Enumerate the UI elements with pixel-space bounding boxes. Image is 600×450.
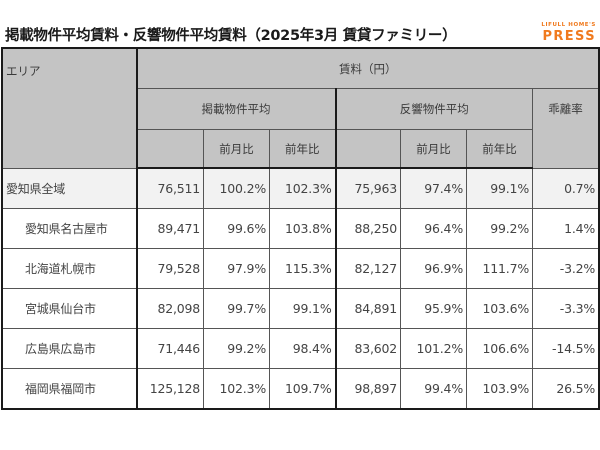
listed-rent-cell: 89,471 — [136, 208, 204, 249]
listed-mom-cell: 100.2% — [203, 167, 270, 209]
header-response-mom: 前月比 — [400, 129, 467, 169]
table-row: 宮城県仙台市 82,098 99.7% 99.1% 84,891 95.9% 1… — [2, 288, 600, 329]
response-yoy-cell: 111.7% — [466, 248, 533, 289]
header-listed-blank — [136, 129, 204, 169]
listed-mom-cell: 97.9% — [203, 248, 270, 289]
listed-mom-cell: 99.6% — [203, 208, 270, 249]
header-response-blank — [334, 129, 401, 169]
listed-rent-cell: 82,098 — [136, 288, 204, 329]
response-mom-cell: 96.9% — [400, 248, 467, 289]
response-rent-cell: 84,891 — [334, 288, 401, 329]
page-title: 掲載物件平均賃料・反響物件平均賃料（2025年3月 賃貸ファミリー） — [5, 28, 457, 44]
listed-yoy-cell: 98.4% — [269, 328, 336, 369]
logo-bottom-text: PRESS — [542, 28, 596, 44]
response-rent-cell: 75,963 — [334, 167, 401, 209]
response-yoy-cell: 106.6% — [466, 328, 533, 369]
listed-yoy-cell: 115.3% — [269, 248, 336, 289]
response-rent-cell: 88,250 — [334, 208, 401, 249]
listed-rent-cell: 125,128 — [136, 368, 204, 409]
kairi-cell: -14.5% — [531, 328, 600, 369]
listed-yoy-cell: 103.8% — [269, 208, 336, 249]
kairi-cell: 26.5% — [531, 368, 600, 409]
header-listed-mom: 前月比 — [203, 129, 270, 169]
area-cell: 広島県広島市 — [2, 328, 138, 369]
kairi-cell: -3.3% — [531, 288, 600, 329]
response-yoy-cell: 103.6% — [466, 288, 533, 329]
header-response-avg: 反響物件平均 — [334, 88, 533, 130]
listed-rent-cell: 71,446 — [136, 328, 204, 369]
header-response-yoy: 前年比 — [466, 129, 533, 169]
response-mom-cell: 99.4% — [400, 368, 467, 409]
listed-mom-cell: 99.7% — [203, 288, 270, 329]
response-yoy-cell: 99.1% — [466, 167, 533, 209]
area-cell: 北海道札幌市 — [2, 248, 138, 289]
listed-rent-cell: 76,511 — [136, 167, 204, 209]
area-cell: 愛知県全域 — [2, 167, 138, 209]
header-kairi: 乖離率 — [531, 88, 600, 169]
table-row: 広島県広島市 71,446 99.2% 98.4% 83,602 101.2% … — [2, 328, 600, 369]
response-yoy-cell: 99.2% — [466, 208, 533, 249]
response-mom-cell: 101.2% — [400, 328, 467, 369]
table-row: 愛知県全域 76,511 100.2% 102.3% 75,963 97.4% … — [2, 167, 600, 209]
logo-top-text: LIFULL HOME'S — [541, 22, 596, 28]
response-yoy-cell: 103.9% — [466, 368, 533, 409]
kairi-cell: 0.7% — [531, 167, 600, 209]
response-rent-cell: 83,602 — [334, 328, 401, 369]
kairi-cell: 1.4% — [531, 208, 600, 249]
response-rent-cell: 98,897 — [334, 368, 401, 409]
response-rent-cell: 82,127 — [334, 248, 401, 289]
response-mom-cell: 97.4% — [400, 167, 467, 209]
response-mom-cell: 95.9% — [400, 288, 467, 329]
header-area: エリア — [2, 48, 138, 169]
area-cell: 宮城県仙台市 — [2, 288, 138, 329]
table-row: 北海道札幌市 79,528 97.9% 115.3% 82,127 96.9% … — [2, 248, 600, 289]
listed-mom-cell: 102.3% — [203, 368, 270, 409]
listed-yoy-cell: 99.1% — [269, 288, 336, 329]
kairi-cell: -3.2% — [531, 248, 600, 289]
listed-yoy-cell: 109.7% — [269, 368, 336, 409]
table-row: 愛知県名古屋市 89,471 99.6% 103.8% 88,250 96.4%… — [2, 208, 600, 249]
header-listed-yoy: 前年比 — [269, 129, 336, 169]
rent-table: エリア 賃料（円） 掲載物件平均 反響物件平均 乖離率 前月比 前年比 前月比 … — [0, 47, 600, 410]
response-mom-cell: 96.4% — [400, 208, 467, 249]
lifull-homes-press-logo: LIFULL HOME'S PRESS — [541, 22, 596, 44]
listed-yoy-cell: 102.3% — [269, 167, 336, 209]
area-cell: 愛知県名古屋市 — [2, 208, 138, 249]
listed-rent-cell: 79,528 — [136, 248, 204, 289]
listed-mom-cell: 99.2% — [203, 328, 270, 369]
header-rent: 賃料（円） — [135, 48, 600, 89]
area-cell: 福岡県福岡市 — [2, 368, 138, 409]
header-listed-avg: 掲載物件平均 — [136, 88, 336, 130]
table-row: 福岡県福岡市 125,128 102.3% 109.7% 98,897 99.4… — [2, 368, 600, 409]
